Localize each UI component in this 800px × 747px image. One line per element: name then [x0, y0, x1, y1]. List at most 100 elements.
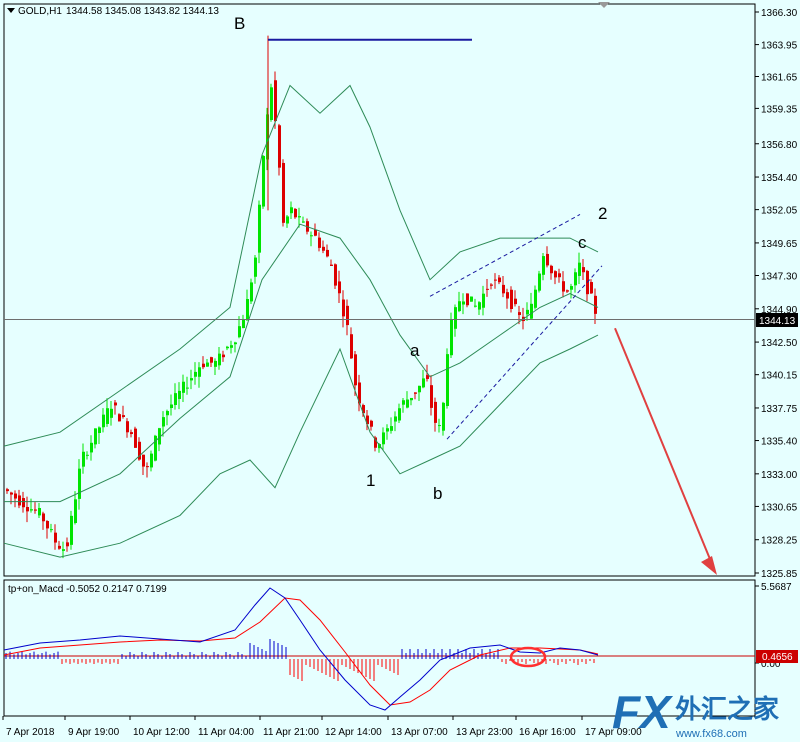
candle-body — [426, 375, 429, 379]
candle-body — [246, 299, 249, 321]
candle-body — [438, 425, 441, 427]
candle-body — [330, 264, 333, 266]
candle-body — [278, 125, 281, 168]
price-tick-label: 1347.30 — [761, 272, 798, 283]
candle-body — [150, 453, 153, 468]
candle-body — [526, 309, 529, 315]
candle-body — [50, 529, 53, 531]
price-tick-label: 1354.40 — [761, 173, 798, 184]
candle-body — [562, 281, 565, 292]
candle-body — [62, 549, 65, 551]
candle-body — [570, 286, 573, 290]
candle-body — [26, 507, 29, 512]
wave-label-b: b — [433, 484, 442, 503]
candle-body — [442, 402, 445, 431]
fx68-watermark: FX 外汇之家 www.fx68.com — [612, 686, 779, 740]
candle-body — [546, 253, 549, 266]
bollinger-bands — [3, 84, 599, 558]
bollinger-lower — [3, 334, 599, 558]
candle-body — [42, 513, 45, 522]
candle-body — [318, 237, 321, 248]
candle-body — [502, 284, 505, 294]
candle-body — [70, 515, 73, 545]
candle-body — [370, 420, 373, 427]
candle-body — [22, 498, 25, 508]
macd-label: tp+on_Macd -0.5052 0.2147 0.7199 — [8, 584, 167, 595]
price-panel-frame — [3, 3, 756, 577]
candle-body — [550, 265, 553, 274]
candle-body — [30, 509, 33, 511]
candle-body — [274, 80, 277, 122]
candle-body — [258, 204, 261, 253]
current-price-tag — [756, 313, 798, 327]
candle-body — [58, 545, 61, 549]
candles — [6, 35, 597, 559]
candle-body — [338, 281, 341, 294]
candle-body — [490, 284, 493, 286]
price-tick-label: 1352.05 — [761, 206, 798, 217]
price-tick-label: 1356.80 — [761, 140, 798, 151]
price-tick-label: 1330.65 — [761, 502, 798, 513]
time-tick-label: 11 Apr 04:00 — [198, 727, 254, 738]
candle-body — [298, 216, 301, 218]
candle-body — [138, 441, 141, 460]
candle-body — [422, 378, 425, 388]
candle-body — [350, 334, 353, 359]
candle-body — [74, 499, 77, 524]
candle-body — [130, 432, 133, 435]
candle-body — [466, 293, 469, 306]
price-tick-label: 1325.85 — [761, 569, 798, 580]
candle-body — [190, 378, 193, 381]
time-tick-label: 10 Apr 12:00 — [133, 727, 190, 738]
price-tick-label: 1344.90 — [761, 305, 798, 316]
candle-body — [282, 162, 285, 223]
time-tick-label: 7 Apr 2018 — [6, 727, 55, 738]
candle-body — [174, 393, 177, 406]
candle-body — [398, 408, 401, 421]
candle-body — [478, 302, 481, 310]
candle-body — [534, 289, 537, 308]
candle-body — [86, 454, 89, 456]
projection-arrow-head — [701, 556, 717, 575]
annotations: B 2c a 1 b — [234, 14, 717, 575]
candle-body — [270, 87, 273, 121]
candle-body — [162, 417, 165, 427]
candle-body — [222, 354, 225, 358]
candle-body — [470, 296, 473, 302]
candle-body — [314, 229, 317, 236]
candle-body — [10, 492, 13, 495]
price-tick-label: 1363.95 — [761, 41, 798, 52]
candle-body — [530, 303, 533, 319]
candle-body — [430, 385, 433, 408]
wave-label-B: B — [234, 14, 245, 33]
candle-body — [394, 416, 397, 422]
candle-body — [46, 520, 49, 529]
candle-body — [262, 155, 265, 207]
candle-body — [346, 305, 349, 326]
candle-body — [118, 414, 121, 422]
candle-body — [374, 437, 377, 448]
watermark-cn: 外汇之家 — [675, 694, 779, 724]
candle-body — [354, 354, 357, 386]
candle-body — [194, 371, 197, 377]
symbol-dropdown-icon[interactable] — [7, 8, 15, 13]
candle-body — [182, 381, 185, 393]
candle-body — [286, 216, 289, 224]
candle-body — [142, 454, 145, 467]
macd-level-tag — [756, 650, 798, 663]
channel-upper-dashed — [429, 214, 581, 297]
candle-body — [322, 246, 325, 251]
candle-body — [594, 295, 597, 314]
current-price-label: 1344.13 — [759, 316, 796, 327]
candle-body — [238, 326, 241, 338]
candle-body — [206, 362, 209, 367]
candle-body — [414, 392, 417, 394]
candle-body — [154, 435, 157, 461]
candle-body — [242, 319, 245, 329]
candle-body — [6, 489, 9, 492]
bollinger-upper — [3, 84, 599, 447]
candle-body — [230, 345, 233, 348]
bollinger-middle — [4, 223, 599, 503]
price-tick-label: 1359.35 — [761, 104, 798, 115]
